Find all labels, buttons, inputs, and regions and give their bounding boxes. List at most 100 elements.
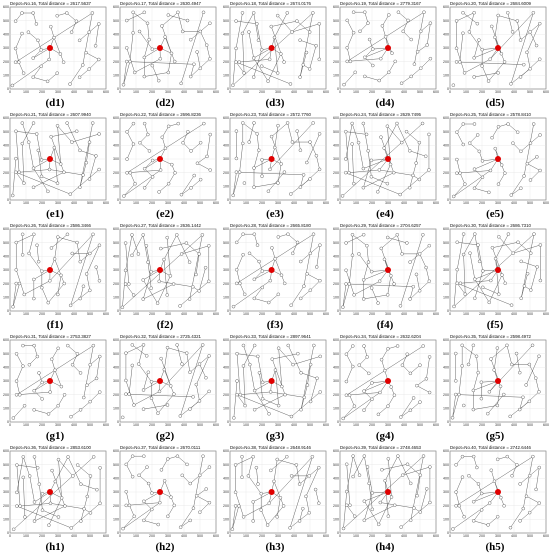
x-tick-label: 0 (119, 312, 121, 316)
customer-point (130, 233, 134, 237)
route-segment (273, 481, 284, 507)
route-segment (77, 464, 91, 477)
customer-point (490, 246, 495, 250)
customer-point (361, 121, 366, 126)
customer-point (537, 465, 541, 470)
customer-point (78, 185, 82, 189)
customer-point (473, 296, 477, 300)
customer-point (411, 396, 416, 400)
y-tick-label: 100 (443, 296, 449, 300)
route-segment (346, 464, 351, 506)
route-segment (456, 123, 464, 133)
customer-point (156, 522, 160, 527)
panel-f2: 0 100 200 300 400 500 600 0 100 200 300 400 500 600 De… (110, 222, 220, 333)
route-segment (426, 356, 430, 379)
route-segment (366, 245, 369, 263)
customer-point (124, 503, 128, 508)
customer-point (208, 21, 212, 25)
customer-point (142, 74, 147, 79)
customer-point (131, 121, 136, 126)
y-tick-label: 600 (333, 5, 339, 9)
customer-point (13, 46, 18, 51)
customer-point (178, 414, 183, 418)
customer-point (242, 181, 247, 185)
customer-point (231, 304, 236, 309)
route-segment (358, 253, 372, 272)
x-tick-label: 600 (213, 312, 219, 316)
y-tick-label: 600 (113, 338, 119, 342)
customer-point (142, 499, 146, 503)
customer-point (202, 121, 206, 126)
customer-point (366, 260, 371, 264)
customer-point (125, 18, 129, 23)
customer-point (350, 253, 355, 257)
customer-point (498, 384, 503, 389)
route-segment (363, 345, 368, 358)
route-segment (474, 168, 483, 178)
x-tick-label: 500 (87, 312, 93, 316)
route-segment (12, 283, 17, 307)
customer-point (451, 194, 456, 199)
customer-point (480, 64, 484, 68)
route-segment (86, 245, 100, 275)
y-tick-label: 600 (223, 338, 229, 342)
route-segment (455, 492, 460, 506)
depot-point (495, 267, 501, 273)
route-segment (487, 516, 498, 526)
route-segment (402, 354, 408, 366)
route-segment (346, 366, 354, 382)
customer-point (476, 370, 480, 375)
route-segment (139, 134, 149, 143)
route-segment (12, 59, 50, 86)
route-segment (189, 234, 203, 300)
y-tick-label: 400 (443, 33, 449, 37)
depot-point (47, 489, 53, 495)
customer-point (78, 296, 82, 301)
y-tick-label: 500 (223, 130, 229, 134)
customer-point (77, 38, 82, 43)
route-segment (134, 58, 161, 73)
route-segment (254, 287, 263, 299)
route-segment (128, 365, 133, 395)
panel-title: Depot=No.19, Total distance = 2779.3167 (340, 1, 421, 6)
customer-point (27, 251, 31, 256)
route-segment (468, 345, 474, 365)
customer-point (390, 51, 394, 55)
customer-point (269, 134, 274, 139)
route-segment (292, 242, 298, 254)
customer-point (289, 303, 293, 307)
customer-point (78, 408, 83, 412)
customer-point (32, 519, 37, 523)
route-segment (406, 131, 420, 143)
customer-point (31, 56, 35, 60)
customer-point (367, 371, 371, 376)
customer-point (307, 30, 312, 34)
route-segment (239, 59, 270, 63)
route-segment (292, 356, 321, 365)
customer-point (133, 70, 137, 75)
route-segment (33, 168, 49, 192)
customer-point (124, 462, 128, 467)
panel-title: Depot=No.38, Total distance = 2648.9146 (230, 445, 311, 450)
route-segment (352, 234, 368, 246)
customer-point (35, 243, 39, 247)
customer-point (56, 515, 61, 519)
customer-point (20, 141, 25, 146)
route-segment (525, 356, 540, 386)
customer-point (189, 186, 193, 190)
y-tick-label: 300 (113, 268, 119, 272)
customer-point (525, 161, 529, 166)
customer-point (451, 83, 456, 87)
customer-point (310, 455, 315, 459)
customer-point (130, 363, 135, 368)
x-tick-label: 400 (181, 423, 187, 427)
customer-point (160, 135, 164, 139)
route-segment (29, 356, 38, 365)
y-tick-label: 200 (223, 393, 229, 397)
customer-point (137, 362, 141, 366)
panel-h2: 0 100 200 300 400 500 600 0 100 200 300 400 500 600 De… (110, 444, 220, 555)
route-segment (359, 364, 369, 374)
customer-point (142, 518, 146, 523)
customer-point (267, 412, 271, 416)
